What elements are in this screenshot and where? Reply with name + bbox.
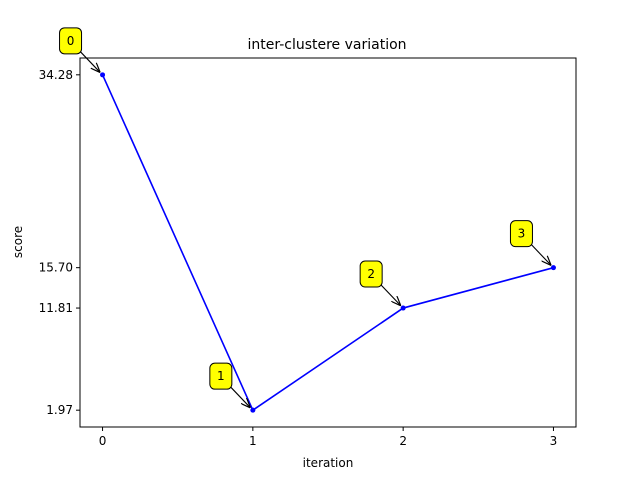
chart-title: inter-clustere variation bbox=[247, 37, 406, 53]
x-axis-label: iteration bbox=[303, 456, 354, 470]
annotation-arrow bbox=[229, 385, 250, 407]
annotation-arrow bbox=[530, 243, 550, 265]
annotation-box bbox=[59, 27, 83, 55]
annotation-arrow bbox=[379, 283, 400, 305]
data-point bbox=[250, 407, 256, 413]
annotation-label: 0 bbox=[67, 34, 75, 48]
series-line bbox=[101, 74, 554, 412]
data-point bbox=[550, 265, 556, 271]
annotation-arrow bbox=[79, 50, 100, 72]
y-tick-label: 1.97 bbox=[46, 403, 73, 417]
annotation-box bbox=[509, 220, 533, 248]
data-point bbox=[100, 72, 106, 78]
annotation-label: 2 bbox=[367, 267, 375, 281]
annotation-label: 3 bbox=[518, 227, 526, 241]
annotation-label: 1 bbox=[217, 369, 225, 383]
y-tick-label: 34.28 bbox=[39, 68, 73, 82]
data-point bbox=[400, 305, 406, 311]
annotation-box bbox=[209, 362, 233, 390]
y-tick-label: 15.70 bbox=[39, 261, 73, 275]
x-tick-label: 1 bbox=[249, 434, 257, 448]
y-tick-label: 11.81 bbox=[39, 301, 73, 315]
plot-area bbox=[79, 57, 577, 428]
annotation-box bbox=[359, 260, 383, 288]
x-tick-label: 0 bbox=[99, 434, 107, 448]
x-tick-label: 2 bbox=[399, 434, 407, 448]
y-axis-label: score bbox=[11, 226, 25, 258]
x-tick-label: 3 bbox=[550, 434, 558, 448]
